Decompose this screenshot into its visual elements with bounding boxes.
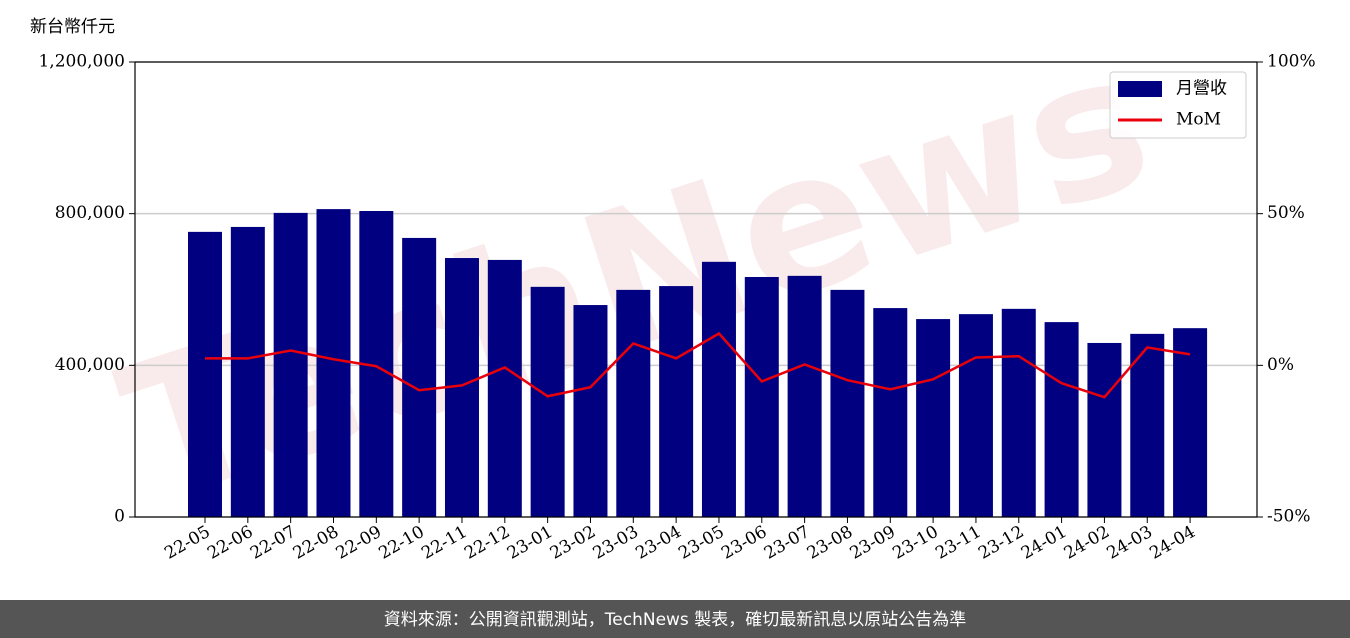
bar xyxy=(744,276,779,517)
x-tick-label: 24-03 xyxy=(1104,522,1156,564)
y-tick-label: 400,000 xyxy=(55,355,125,375)
x-tick-label: 24-02 xyxy=(1061,522,1113,564)
x-tick-label: 22-09 xyxy=(333,522,385,564)
x-tick-label: 23-02 xyxy=(547,522,599,564)
x-tick-label: 24-01 xyxy=(1018,522,1070,564)
bar xyxy=(1173,328,1208,517)
y2-tick-label: -50% xyxy=(1267,507,1311,527)
x-tick-label: 23-09 xyxy=(847,522,899,564)
bar xyxy=(573,305,608,517)
bar xyxy=(402,237,437,517)
x-tick-label: 23-08 xyxy=(804,522,856,564)
y2-tick-label: 0% xyxy=(1267,355,1294,375)
bar xyxy=(487,259,522,517)
bar xyxy=(873,308,908,517)
y-tick-label: 1,200,000 xyxy=(38,52,125,72)
bar xyxy=(787,275,822,517)
legend-label: 月營收 xyxy=(1176,79,1227,99)
line xyxy=(205,331,1191,399)
bar xyxy=(616,289,651,517)
bar xyxy=(659,286,694,517)
footer: 資料來源：公開資訊觀測站，TechNews 製表，確切最新訊息以原站公告為準 xyxy=(384,610,966,630)
bar xyxy=(1130,333,1165,517)
x-tick-label: 23-04 xyxy=(632,522,684,564)
bar xyxy=(701,261,736,517)
bar xyxy=(958,314,993,517)
x-tick-label: 23-10 xyxy=(889,522,941,564)
footer-bar xyxy=(0,600,1350,638)
bar xyxy=(230,226,265,517)
x-tick-label: 23-05 xyxy=(675,522,727,564)
x-tick-label: 23-11 xyxy=(932,522,984,564)
bar xyxy=(273,212,308,518)
plot-frame xyxy=(134,61,1258,518)
y-tick-label: 800,000 xyxy=(55,203,125,223)
bar xyxy=(830,289,865,517)
x-tick-label: 22-10 xyxy=(375,522,427,564)
legend-label: MoM xyxy=(1176,110,1221,130)
x-tick-label: 23-07 xyxy=(761,522,813,564)
x-tick-label: 22-07 xyxy=(247,522,299,564)
y2-tick-label: 50% xyxy=(1267,203,1305,223)
y-axis-label: 新台幣仟元 xyxy=(30,17,115,37)
bar xyxy=(1001,308,1036,517)
legend-swatch xyxy=(1118,81,1162,97)
bar xyxy=(530,286,565,517)
y-tick-label: 0 xyxy=(114,507,125,527)
bar xyxy=(916,319,951,517)
x-tick-label: 23-06 xyxy=(718,522,770,564)
x-tick-label: 23-01 xyxy=(504,522,556,564)
x-tick-label: 22-12 xyxy=(461,522,513,564)
y2-tick-label: 100% xyxy=(1267,52,1316,72)
x-tick-label: 22-08 xyxy=(290,522,342,564)
bar xyxy=(316,209,351,517)
x-tick-label: 24-04 xyxy=(1146,522,1198,564)
x-tick-label: 22-11 xyxy=(418,522,470,564)
x-tick-label: 23-03 xyxy=(590,522,642,564)
x-tick-label: 23-12 xyxy=(975,522,1027,564)
bar xyxy=(188,231,222,517)
bar xyxy=(1044,322,1079,517)
bar xyxy=(1087,342,1122,517)
